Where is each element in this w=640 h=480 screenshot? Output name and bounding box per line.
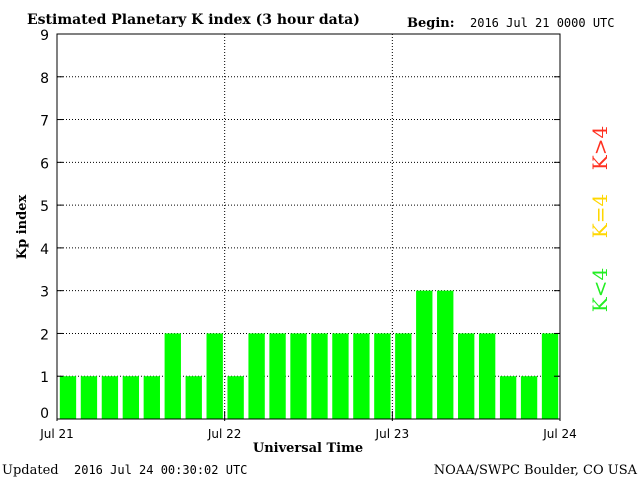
kp-bar [164, 333, 181, 419]
kp-bar [248, 333, 265, 419]
kp-bar [332, 333, 349, 419]
y-tick-label: 7 [40, 114, 49, 130]
legend: K<4 K=4 K>4 [588, 126, 612, 312]
y-axis-label: Kp index [15, 195, 30, 260]
kp-bar [478, 333, 496, 419]
kp-bar [416, 290, 433, 419]
y-ticks: 0 1 2 3 4 5 6 7 8 9 [40, 28, 560, 422]
begin-value: 2016 Jul 21 0000 UTC [470, 16, 615, 30]
x-tick-label: Jul 23 [375, 427, 410, 441]
kp-bar [269, 333, 286, 419]
kp-bar [520, 376, 538, 419]
bars [59, 290, 559, 419]
y-tick-label: 1 [40, 370, 49, 386]
kp-bar [458, 333, 475, 419]
updated-label: Updated [2, 463, 59, 478]
x-tick-label: Jul 22 [207, 427, 242, 441]
y-tick-label: 3 [40, 285, 49, 301]
source-credit: NOAA/SWPC Boulder, CO USA [434, 463, 638, 478]
begin-label: Begin: [407, 16, 455, 31]
legend-entry: K<4 [588, 268, 612, 312]
y-tick-label: 9 [40, 28, 49, 44]
kp-bar [311, 333, 328, 419]
kp-bar [143, 376, 160, 419]
kp-bar [206, 333, 223, 419]
y-tick-label: 8 [40, 71, 49, 87]
updated-value: 2016 Jul 24 00:30:02 UTC [74, 463, 247, 477]
kp-bar [185, 376, 202, 419]
y-tick-label: 0 [40, 406, 49, 422]
kp-bar [437, 290, 454, 419]
kp-bar [122, 376, 140, 419]
legend-entry: K=4 [588, 194, 612, 238]
x-tick-label: Jul 21 [39, 427, 74, 441]
gridlines [57, 34, 560, 419]
kp-bar [80, 376, 98, 419]
kp-bar [395, 333, 412, 419]
kp-bar [353, 333, 370, 419]
kp-bar [541, 333, 559, 419]
kp-bar [499, 376, 517, 419]
y-tick-label: 2 [40, 327, 49, 343]
x-ticks: Jul 21 Jul 22 Jul 23 Jul 24 [39, 411, 577, 441]
kp-bar [374, 333, 391, 419]
plot-frame [56, 33, 561, 420]
y-tick-label: 6 [40, 156, 49, 172]
x-axis-label: Universal Time [253, 441, 363, 456]
x-tick-label: Jul 24 [542, 427, 577, 441]
kp-bar [101, 376, 119, 419]
y-tick-label: 4 [40, 242, 49, 258]
chart-title: Estimated Planetary K index (3 hour data… [27, 12, 360, 28]
kp-bar [290, 333, 307, 419]
legend-entry: K>4 [588, 126, 612, 170]
kp-bar [227, 376, 244, 419]
kp-bar [59, 376, 77, 419]
y-tick-label: 5 [40, 199, 49, 215]
